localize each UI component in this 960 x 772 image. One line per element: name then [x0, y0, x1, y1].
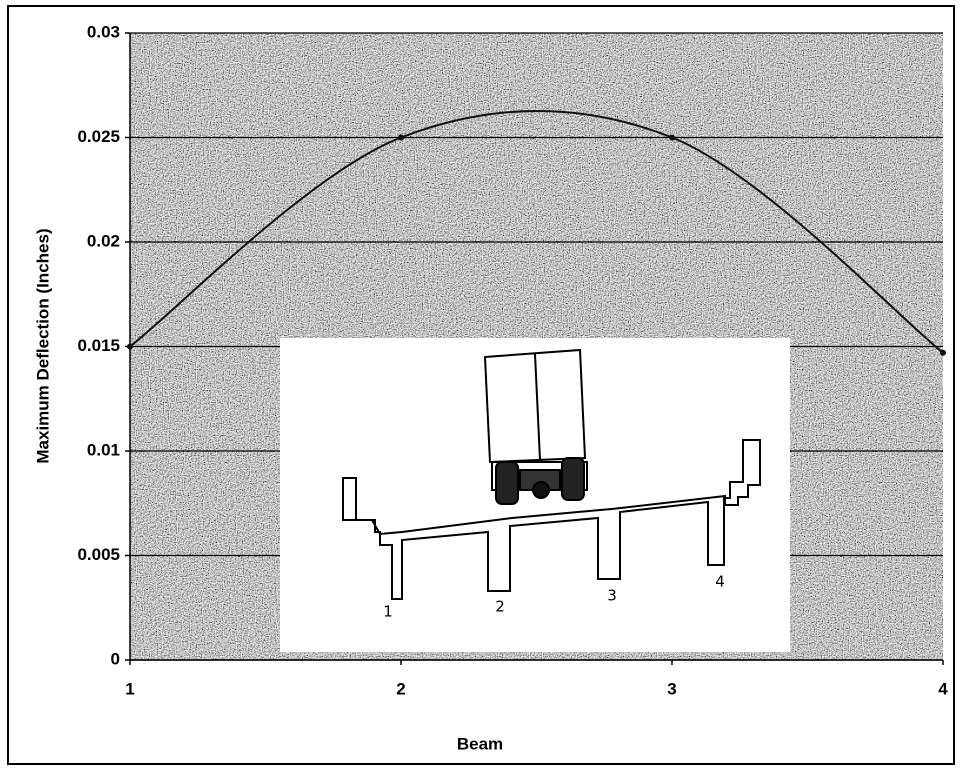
- x-axis-label: Beam: [457, 734, 503, 753]
- y-tick-label: 0.015: [77, 336, 120, 355]
- truck: [485, 350, 587, 504]
- y-tick-label: 0.01: [87, 440, 120, 459]
- data-point: [669, 135, 675, 141]
- chart: 1 2 3 4 Beam Maximum Deflection (Inches)…: [0, 0, 960, 772]
- y-tick-label: 0.02: [87, 231, 120, 250]
- y-axis-label: Maximum Deflection (Inches): [33, 228, 52, 463]
- x-tick-label: 3: [667, 679, 676, 698]
- x-tick-label: 2: [396, 679, 405, 698]
- y-tick-label: 0: [111, 649, 120, 668]
- beam-label: 3: [607, 587, 617, 605]
- y-tick-label: 0.025: [77, 127, 120, 146]
- data-point: [127, 344, 133, 350]
- beam-label: 4: [715, 573, 725, 591]
- data-point: [940, 350, 946, 356]
- x-tick-label: 4: [938, 679, 948, 698]
- y-tick-label: 0.005: [77, 545, 120, 564]
- differential: [533, 482, 549, 498]
- x-tick-label: 1: [125, 679, 134, 698]
- wheel: [496, 462, 518, 504]
- beam-label: 1: [383, 603, 393, 621]
- wheel: [562, 458, 584, 500]
- inset-diagram: 1 2 3 4: [280, 338, 790, 652]
- data-point: [398, 135, 404, 141]
- y-tick-label: 0.03: [87, 22, 120, 41]
- beam-label: 2: [495, 598, 505, 616]
